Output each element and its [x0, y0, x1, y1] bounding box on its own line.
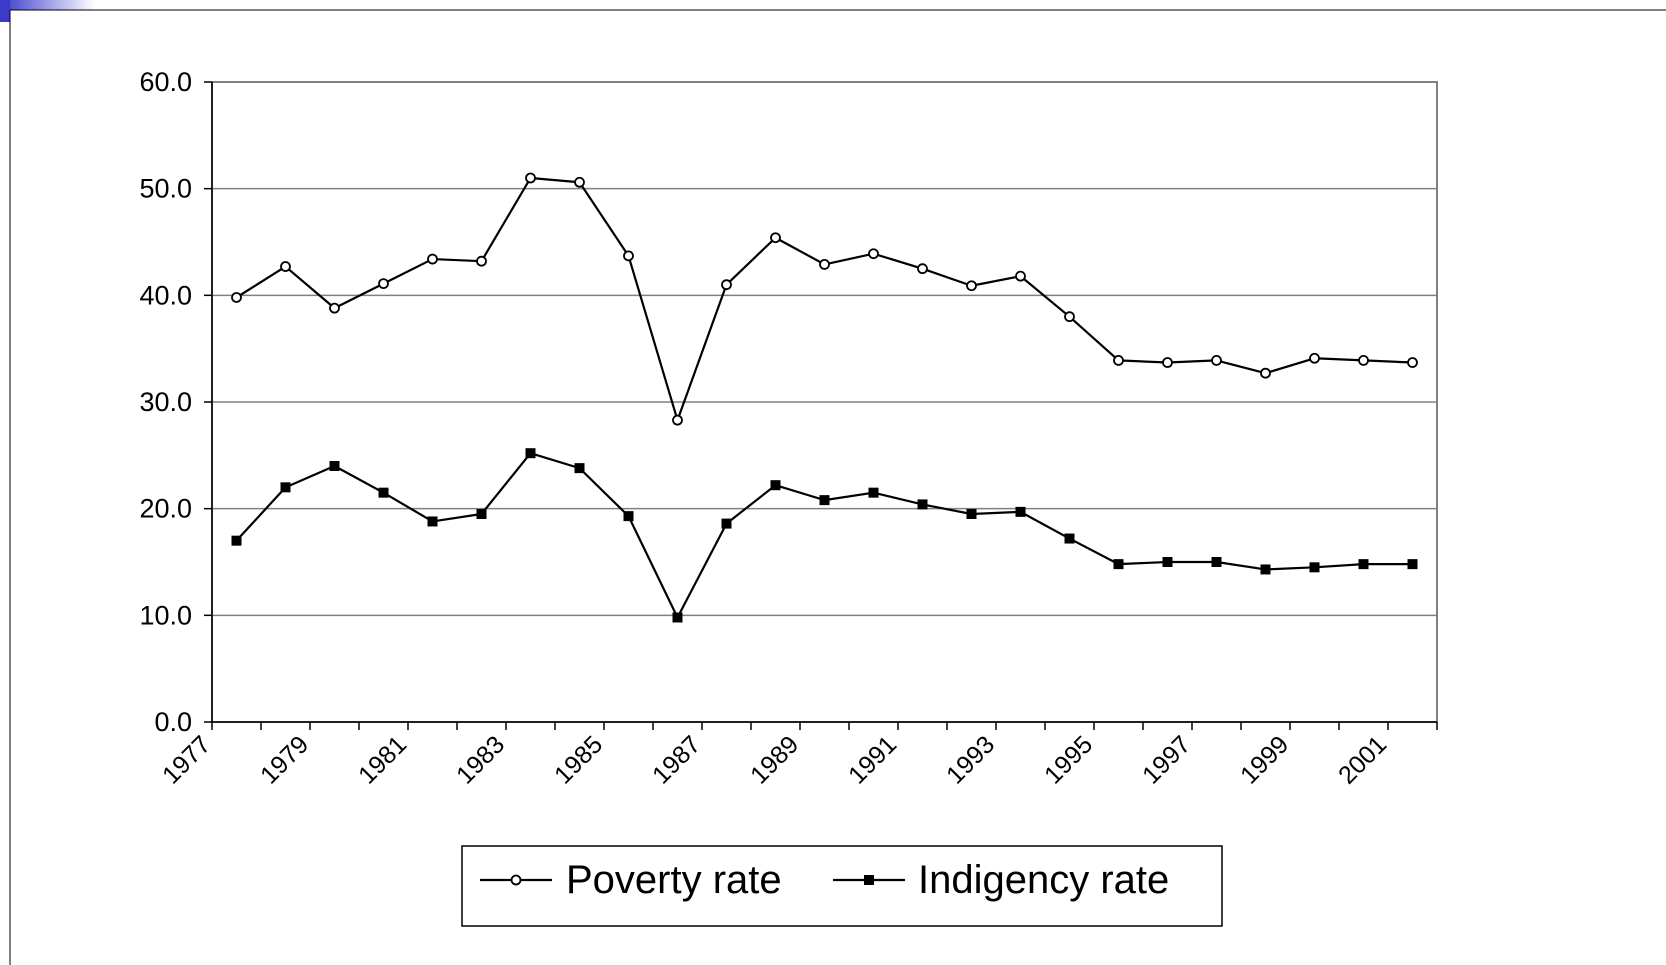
data-point-2 — [721, 518, 732, 529]
x-tick-label: 1985 — [549, 730, 608, 789]
y-tick-label: 60.0 — [139, 67, 192, 97]
series-line-1 — [235, 176, 1413, 422]
data-point-2 — [819, 495, 830, 506]
data-point-1 — [819, 258, 830, 270]
data-point-1 — [231, 292, 242, 303]
data-point-2 — [1260, 564, 1271, 575]
data-point-2 — [1015, 506, 1026, 517]
data-point-1 — [1358, 354, 1369, 366]
data-point-2 — [1113, 559, 1124, 570]
axes: 0.0 10.0 20.0 30.0 40.0 50.0 60.0 1977 1979 1981 1… — [139, 67, 1438, 790]
series-line-2 — [235, 452, 1413, 619]
data-point-1 — [1260, 367, 1271, 379]
data-point-1 — [476, 255, 487, 267]
data-point-1 — [574, 176, 585, 188]
data-point-2 — [623, 511, 634, 522]
legend-marker-2 — [864, 875, 874, 885]
data-point-1 — [280, 261, 291, 272]
y-tick-label: 10.0 — [139, 600, 192, 630]
corner-accent — [0, 0, 95, 10]
data-point-1 — [1407, 357, 1418, 368]
x-tick-label: 1997 — [1137, 730, 1196, 789]
data-point-1 — [378, 278, 389, 290]
y-tick-label: 20.0 — [139, 494, 192, 524]
data-point-2 — [476, 509, 487, 519]
x-tick-label: 1989 — [745, 730, 804, 789]
data-point-2 — [231, 535, 242, 546]
data-point-2 — [1162, 557, 1173, 567]
data-point-2 — [966, 509, 977, 519]
y-tick-label: 0.0 — [154, 707, 192, 737]
data-point-1 — [917, 263, 928, 275]
x-tick-label: 1995 — [1039, 730, 1098, 789]
data-point-2 — [1211, 557, 1222, 567]
legend-label-2: Indigency rate — [918, 858, 1169, 902]
legend: Poverty rate Indigency rate — [461, 845, 1223, 927]
data-point-1 — [525, 172, 536, 184]
gridlines — [212, 187, 1437, 617]
data-point-2 — [574, 463, 585, 474]
y-tick-label: 30.0 — [139, 387, 192, 417]
data-point-2 — [770, 480, 781, 491]
x-tick-label: 1979 — [255, 730, 314, 789]
series-markers — [231, 172, 1418, 623]
y-tick-label: 40.0 — [139, 280, 192, 310]
x-tick-label: 1981 — [353, 730, 412, 789]
data-point-1 — [1211, 354, 1222, 366]
data-point-2 — [1064, 533, 1075, 544]
data-point-2 — [1358, 559, 1369, 570]
data-point-1 — [623, 250, 634, 262]
corner-accent-square — [0, 0, 10, 22]
data-point-2 — [329, 461, 340, 471]
data-point-2 — [378, 487, 389, 498]
x-tick-label: 1987 — [647, 730, 706, 789]
series-lines — [235, 176, 1413, 619]
data-point-1 — [672, 414, 683, 426]
x-tick-label: 2001 — [1333, 730, 1392, 789]
data-point-2 — [1309, 562, 1320, 573]
x-tick-label: 1977 — [157, 730, 216, 789]
data-point-1 — [868, 248, 879, 260]
data-point-2 — [427, 516, 438, 527]
x-tick-label: 1991 — [843, 730, 902, 789]
legend-label-1: Poverty rate — [566, 858, 782, 902]
data-point-2 — [280, 482, 291, 493]
data-point-1 — [329, 302, 340, 314]
data-point-1 — [1162, 357, 1173, 368]
data-point-2 — [917, 499, 928, 510]
data-point-1 — [427, 253, 438, 265]
x-tick-label: 1983 — [451, 730, 510, 789]
y-tick-label: 50.0 — [139, 174, 192, 204]
data-point-1 — [770, 232, 781, 244]
data-point-1 — [966, 280, 977, 292]
data-point-1 — [1064, 311, 1075, 323]
data-point-2 — [1407, 559, 1418, 570]
data-point-1 — [1113, 354, 1124, 366]
legend-box — [461, 845, 1223, 927]
data-point-2 — [672, 612, 683, 623]
x-tick-label: 1999 — [1235, 730, 1294, 789]
data-point-2 — [868, 487, 879, 498]
data-point-2 — [525, 448, 536, 459]
data-point-1 — [1309, 352, 1320, 364]
legend-marker-1 — [510, 874, 522, 886]
data-point-1 — [721, 279, 732, 291]
x-tick-label: 1993 — [941, 730, 1000, 789]
data-point-1 — [1015, 270, 1026, 282]
